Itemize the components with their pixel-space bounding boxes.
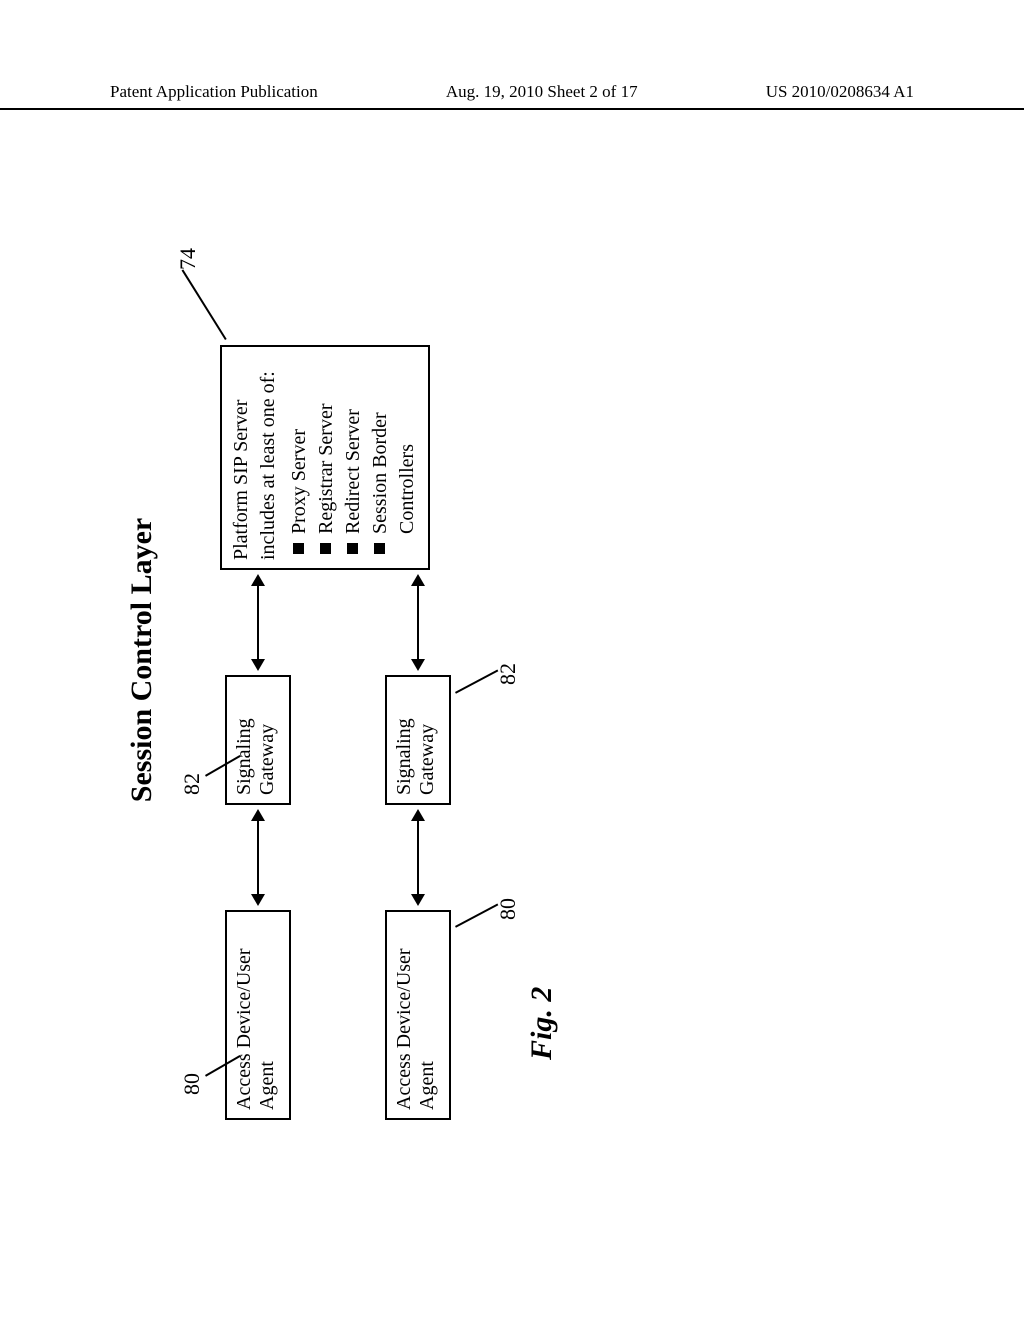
box-line2: Agent xyxy=(256,920,279,1110)
ref-access-top: 80 xyxy=(179,1073,205,1095)
box-line1: Signaling xyxy=(393,685,416,795)
sip-list-item: Proxy Server xyxy=(286,355,313,560)
sip-list-item: Redirect Server xyxy=(340,355,367,560)
header-center: Aug. 19, 2010 Sheet 2 of 17 xyxy=(446,82,638,102)
sip-server-box: Platform SIP Server includes at least on… xyxy=(220,345,430,570)
figure-label: Fig. 2 xyxy=(525,987,559,1060)
ref-gateway-top: 82 xyxy=(179,773,205,795)
diagram-rotated-wrap: Session Control Layer Access Device/User… xyxy=(125,680,1024,1140)
sip-heading1: Platform SIP Server xyxy=(230,400,252,560)
diagram-title: Session Control Layer xyxy=(125,180,159,1140)
ref-access-bottom: 80 xyxy=(495,898,521,920)
page: Patent Application Publication Aug. 19, … xyxy=(0,0,1024,1320)
access-device-box-bottom: Access Device/User Agent xyxy=(385,910,451,1120)
box-line2: Gateway xyxy=(256,685,279,795)
header-left: Patent Application Publication xyxy=(110,82,318,102)
box-line1: Access Device/User xyxy=(393,920,416,1110)
sip-list-item: Registrar Server xyxy=(313,355,340,560)
box-line1: Signaling xyxy=(233,685,256,795)
signaling-gateway-box-bottom: Signaling Gateway xyxy=(385,675,451,805)
access-device-box-top: Access Device/User Agent xyxy=(225,910,291,1120)
connector-arrows xyxy=(125,180,585,1140)
signaling-gateway-box-top: Signaling Gateway xyxy=(225,675,291,805)
sip-list: Proxy Server Registrar Server Redirect S… xyxy=(286,355,421,560)
header-right: US 2010/0208634 A1 xyxy=(766,82,914,102)
box-line2: Gateway xyxy=(416,685,439,795)
ref-sip: 74 xyxy=(175,248,201,270)
sip-heading2: includes at least one of: xyxy=(257,371,279,560)
box-line2: Agent xyxy=(416,920,439,1110)
box-line1: Access Device/User xyxy=(233,920,256,1110)
page-header: Patent Application Publication Aug. 19, … xyxy=(0,82,1024,110)
sip-list-item: Session Border Controllers xyxy=(367,355,421,560)
ref-gateway-bottom: 82 xyxy=(495,663,521,685)
session-control-diagram: Session Control Layer Access Device/User… xyxy=(125,180,585,1140)
